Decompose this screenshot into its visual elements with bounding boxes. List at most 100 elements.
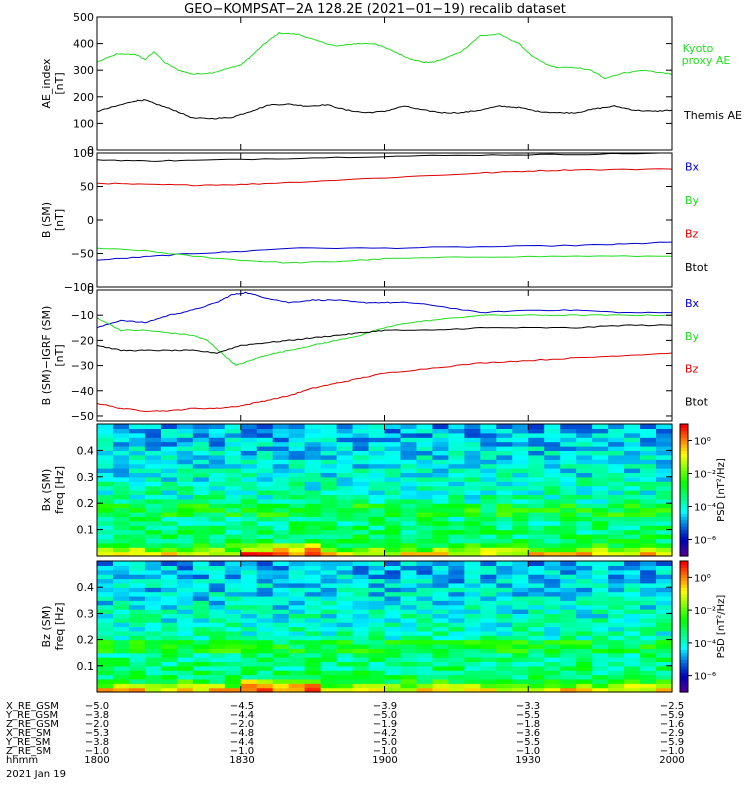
spectrogram-cell <box>384 639 402 645</box>
spectrogram-cell <box>224 454 242 460</box>
spectrogram-cell <box>288 494 306 500</box>
spectrogram-cell <box>624 648 641 654</box>
spectrogram-cell <box>544 582 561 588</box>
panel-frame <box>96 152 673 288</box>
spectrogram-cell <box>97 428 114 434</box>
spectrogram-cell <box>272 661 290 667</box>
spectrogram-cell <box>384 520 402 526</box>
spectrogram-cell <box>560 626 577 632</box>
spectrogram-cell <box>384 565 402 571</box>
spectrogram-cell <box>288 670 306 676</box>
spectrogram-cell <box>656 565 673 571</box>
series-line-bz <box>96 168 673 187</box>
spectrogram-cell <box>432 683 449 689</box>
spectrogram-cell <box>97 547 114 553</box>
spectrogram-cell <box>512 485 529 491</box>
spectrogram-cell <box>640 591 657 597</box>
spectrogram-cell <box>240 595 258 601</box>
spectrogram-cell <box>176 485 194 491</box>
spectrogram-cell <box>416 569 434 575</box>
spectrogram-cell <box>592 652 609 658</box>
spectrogram-cell <box>368 665 386 671</box>
spectrogram-cell <box>400 569 418 575</box>
spectrogram-cell <box>480 678 497 684</box>
spectrogram-cell <box>336 424 354 429</box>
spectrogram-cell <box>304 648 322 654</box>
y-tick-label: −50 <box>71 410 94 423</box>
spectrogram-cell <box>480 648 497 654</box>
ephemeris-value: −5.9 <box>660 710 684 721</box>
spectrogram-cell <box>336 481 354 487</box>
spectrogram-cell <box>656 454 673 460</box>
spectrogram-cell <box>448 490 465 495</box>
spectrogram-cell <box>128 604 146 610</box>
spectrogram-cell <box>192 441 210 447</box>
spectrogram-cell <box>352 678 370 684</box>
spectrogram-cell <box>560 476 577 482</box>
spectrogram-cell <box>304 670 322 676</box>
spectrogram-cell <box>256 604 274 610</box>
ephemeris-value: −1.0 <box>373 746 397 757</box>
spectrogram-cell <box>160 534 178 539</box>
spectrogram-cell <box>320 670 338 676</box>
spectrogram-cell <box>560 441 577 447</box>
spectrogram-cell <box>192 670 210 676</box>
spectrogram-cell <box>288 569 306 575</box>
spectrogram-cell <box>592 481 609 487</box>
spectrogram-cell <box>160 657 178 663</box>
spectrogram-cell <box>97 485 114 491</box>
spectrogram-cell <box>464 542 481 548</box>
y-axis-unit: freq [Hz] <box>53 602 66 650</box>
spectrogram-cell <box>368 551 386 557</box>
spectrogram-cell <box>208 476 226 482</box>
spectrogram-cell <box>480 450 497 456</box>
spectrogram-cell <box>496 441 513 447</box>
spectrogram-cell <box>112 687 130 693</box>
spectrogram-cell <box>640 683 657 689</box>
spectrogram-cell <box>224 512 242 517</box>
spectrogram-cell <box>448 424 465 429</box>
spectrogram-cell <box>400 652 418 658</box>
spectrogram-cell <box>112 525 130 531</box>
spectrogram-cell <box>512 565 529 571</box>
spectrogram-cell <box>624 534 641 539</box>
spectrogram-cell <box>496 468 513 473</box>
spectrogram-cell <box>432 595 449 601</box>
spectrogram-cell <box>368 472 386 478</box>
spectrogram-cell <box>640 437 657 443</box>
spectrogram-cell <box>496 507 513 513</box>
spectrogram-cell <box>144 446 162 451</box>
spectrogram-cell <box>512 534 529 539</box>
spectrogram-cell <box>240 485 258 491</box>
spectrogram-cell <box>576 446 593 451</box>
spectrogram-cell <box>496 490 513 495</box>
spectrogram-cell <box>576 538 593 544</box>
spectrogram-cell <box>384 468 402 473</box>
spectrogram-cell <box>176 520 194 526</box>
spectrogram-cell <box>272 450 290 456</box>
spectrogram-cell <box>240 490 258 495</box>
spectrogram-cell <box>352 446 370 451</box>
spectrogram-cell <box>304 574 322 580</box>
colorbar-segment <box>680 539 688 544</box>
spectrogram-cell <box>176 582 194 588</box>
spectrogram-cell <box>576 441 593 447</box>
spectrogram-cell <box>432 437 449 443</box>
spectrogram-cell <box>496 561 513 566</box>
spectrogram-cell <box>624 437 641 443</box>
colorbar-segment <box>680 427 688 432</box>
spectrogram-cell <box>384 446 402 451</box>
spectrogram-cell <box>336 547 354 553</box>
spectrogram-cell <box>528 561 545 566</box>
spectrogram-cell <box>528 600 545 606</box>
spectrogram-cell <box>128 450 146 456</box>
ephemeris-value: −3.8 <box>85 710 109 721</box>
spectrogram-cell <box>528 529 545 535</box>
spectrogram-cell <box>320 617 338 623</box>
spectrogram-cell <box>432 587 449 593</box>
spectrogram-cell <box>97 432 114 438</box>
spectrogram-cell <box>240 561 258 566</box>
spectrogram-cell <box>160 574 178 580</box>
spectrogram-cell <box>544 534 561 539</box>
series-line-by <box>96 314 672 366</box>
